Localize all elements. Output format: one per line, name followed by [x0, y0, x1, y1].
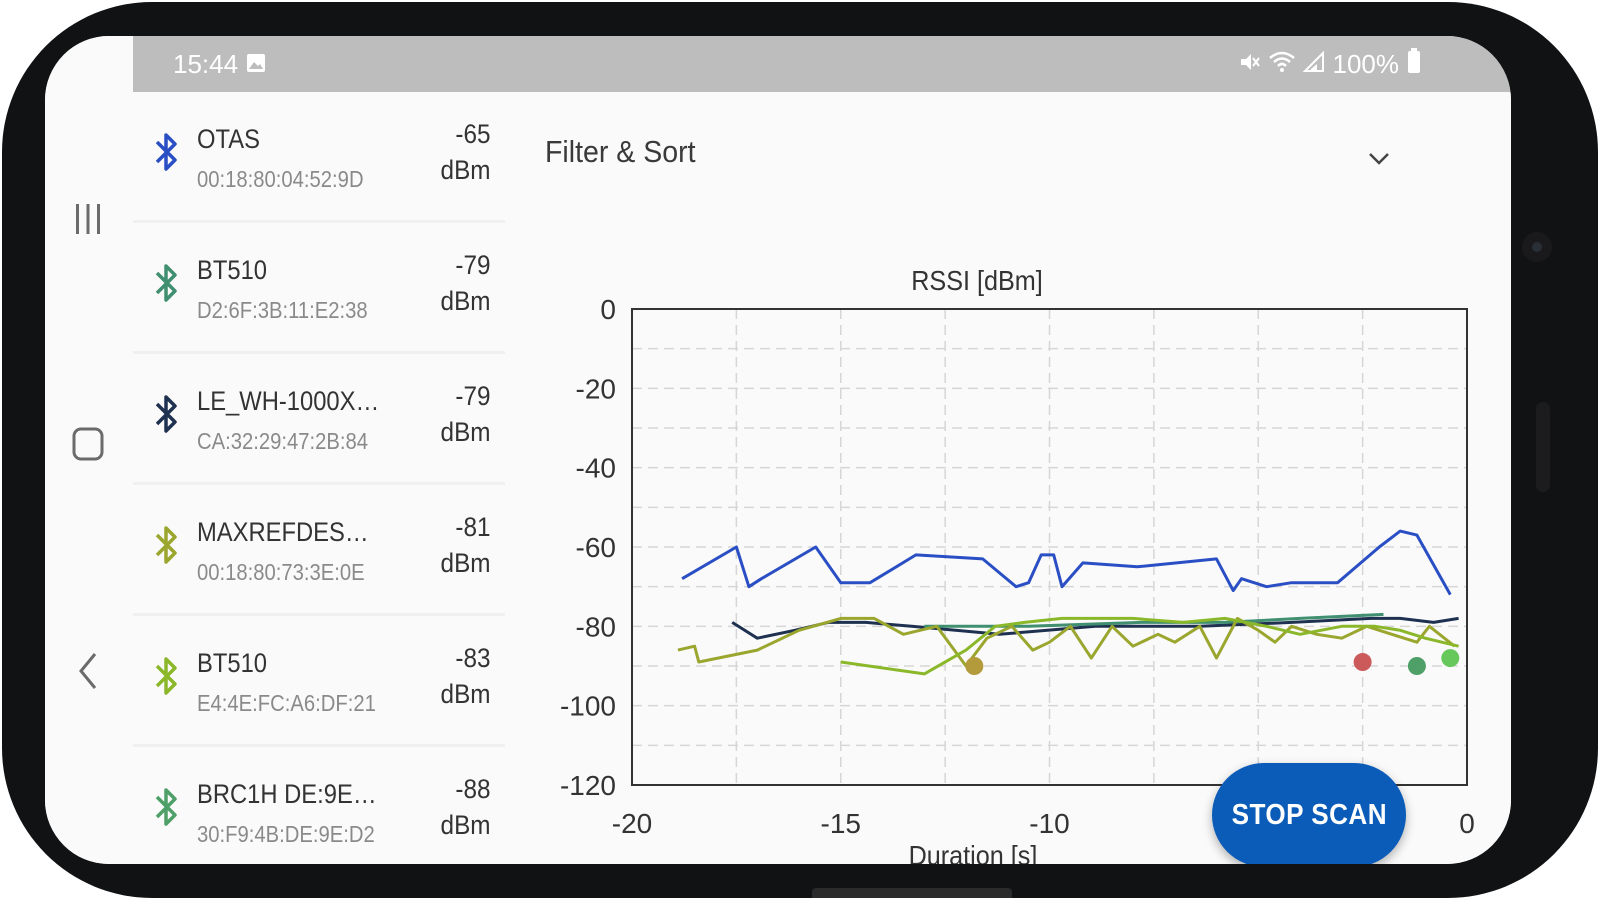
device-mac: CA:32:29:47:2B:84: [197, 428, 369, 454]
device-mac: D2:6F:3B:11:E2:38: [197, 297, 368, 323]
series-point: [1353, 653, 1372, 672]
rssi-unit: dBm: [441, 286, 491, 316]
bluetooth-icon: [155, 264, 177, 302]
y-tick-label: -120: [560, 770, 616, 801]
home-icon[interactable]: [65, 421, 111, 467]
rssi-value: -79: [455, 381, 491, 411]
device-name: BT510: [197, 255, 268, 285]
device-name: BRC1H DE:9E:D2: [197, 779, 382, 809]
device-item[interactable]: BT510 E4:4E:FC:A6:DF:21 -83 dBm: [133, 616, 505, 747]
series-point: [965, 657, 984, 675]
device-item[interactable]: MAXREFDES106/... 00:18:80:73:3E:0E -81 dB…: [133, 485, 505, 616]
x-tick-label: -20: [612, 808, 652, 839]
signal-icon: [1302, 49, 1325, 80]
y-tick-label: -60: [576, 532, 616, 563]
device-rssi: -79 dBm: [441, 378, 491, 450]
rssi-value: -83: [455, 643, 491, 673]
gallery-icon: [246, 49, 266, 80]
device-rssi: -88 dBm: [441, 771, 491, 843]
rssi-unit: dBm: [441, 417, 491, 447]
wifi-icon: [1268, 49, 1295, 80]
rssi-value: -79: [455, 250, 491, 280]
y-tick-label: -40: [576, 453, 616, 484]
rssi-value: -88: [455, 774, 491, 804]
status-bar: 15:44 100%: [133, 36, 1511, 92]
x-tick-label: -10: [1029, 808, 1069, 839]
recents-icon[interactable]: [65, 196, 111, 242]
device-item[interactable]: BRC1H DE:9E:D2 30:F9:4B:DE:9E:D2 -88 dBm: [133, 747, 505, 864]
chevron-down-icon[interactable]: [1365, 144, 1393, 172]
rssi-unit: dBm: [441, 155, 491, 185]
device-mac: E4:4E:FC:A6:DF:21: [197, 690, 376, 716]
series-line: [840, 616, 1459, 676]
device-name: BT510: [197, 648, 268, 678]
front-camera: [1522, 232, 1552, 262]
back-icon[interactable]: [65, 648, 111, 694]
stop-scan-label: STOP SCAN: [1231, 798, 1387, 831]
device-item[interactable]: BT510 D2:6F:3B:11:E2:38 -79 dBm: [133, 223, 505, 354]
navigation-bar: [45, 36, 133, 864]
device-rssi: -81 dBm: [441, 509, 491, 581]
rssi-unit: dBm: [441, 548, 491, 578]
y-tick-label: 0: [600, 294, 616, 325]
bluetooth-icon: [155, 395, 177, 433]
chart-title: RSSI [dBm]: [911, 265, 1043, 297]
device-name: MAXREFDES106/...: [197, 517, 382, 547]
device-item[interactable]: LE_WH-1000XM4 CA:32:29:47:2B:84 -79 dBm: [133, 354, 505, 485]
bluetooth-icon: [155, 657, 177, 695]
bluetooth-icon: [155, 526, 177, 564]
device-name: OTAS: [197, 124, 260, 154]
device-mac: 00:18:80:04:52:9D: [197, 166, 364, 192]
y-tick-label: -20: [576, 373, 616, 404]
device-rssi: -79 dBm: [441, 247, 491, 319]
device-rssi: -83 dBm: [441, 640, 491, 712]
bluetooth-icon: [155, 133, 177, 171]
y-tick-label: -80: [576, 611, 616, 642]
x-tick-label: 0: [1459, 808, 1475, 839]
y-tick-label: -100: [560, 691, 616, 722]
stop-scan-button[interactable]: STOP SCAN: [1212, 763, 1406, 864]
filter-sort-bar[interactable]: Filter & Sort: [505, 112, 1511, 196]
rssi-value: -81: [455, 512, 491, 542]
filter-sort-title: Filter & Sort: [545, 134, 696, 169]
rssi-unit: dBm: [441, 679, 491, 709]
series-line: [677, 616, 1456, 668]
phone-bottom-edge: [812, 888, 1012, 898]
device-mac: 00:18:80:73:3E:0E: [197, 559, 365, 585]
plot-area: [631, 308, 1468, 786]
device-rssi: -65 dBm: [441, 116, 491, 188]
status-time: 15:44: [173, 48, 239, 79]
series-point: [1441, 649, 1460, 668]
series-line: [681, 529, 1452, 596]
main-panel: Filter & Sort 0 -20 -40 -60 -80 -100 -120 -20-…: [505, 92, 1511, 864]
rssi-unit: dBm: [441, 810, 491, 840]
device-mac: 30:F9:4B:DE:9E:D2: [197, 821, 375, 847]
rssi-chart: 0-20-40-60-80-100-120 -20-15-10-50 RSSI …: [560, 265, 1475, 864]
rssi-value: -65: [455, 119, 491, 149]
battery-icon: [1407, 47, 1421, 81]
device-item[interactable]: OTAS 00:18:80:04:52:9D -65 dBm: [133, 92, 505, 223]
device-name: LE_WH-1000XM4: [197, 386, 382, 416]
battery-text: 100%: [1332, 48, 1400, 79]
screen: 15:44 100%: [45, 36, 1511, 864]
device-list: OTAS 00:18:80:04:52:9D -65 dBm BT510 D2:6…: [133, 92, 506, 864]
series-point: [1407, 657, 1426, 675]
x-axis-label: Duration [s]: [909, 840, 1038, 864]
x-tick-label: -15: [821, 808, 861, 839]
side-key: [1536, 402, 1550, 492]
mute-icon: [1239, 49, 1261, 80]
bluetooth-icon: [155, 788, 177, 826]
